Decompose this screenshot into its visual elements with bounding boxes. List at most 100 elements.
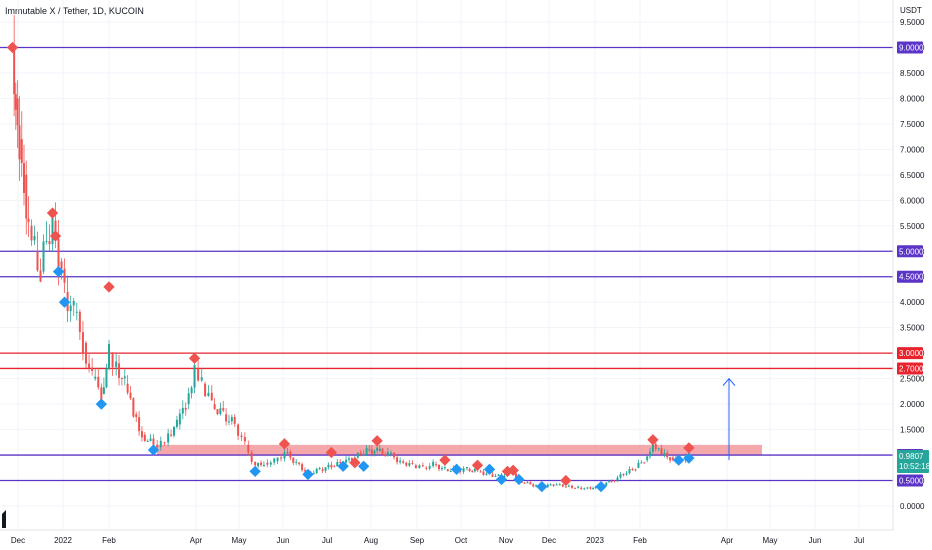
candle-body xyxy=(48,241,51,245)
candle-body xyxy=(118,363,121,378)
candle-body xyxy=(607,481,610,483)
candle-body xyxy=(414,465,417,469)
candle-body xyxy=(605,482,608,486)
time-tick-label: Jul xyxy=(854,536,864,545)
pivot-low-marker xyxy=(302,468,314,481)
level-price-tag xyxy=(897,474,923,487)
candle-body xyxy=(555,484,558,486)
level-price-label: 2.7000 xyxy=(899,364,924,373)
candle-body xyxy=(610,481,613,483)
candle-body xyxy=(140,431,143,438)
candle-body xyxy=(23,163,25,193)
candle-body xyxy=(348,458,350,460)
candle-body xyxy=(216,409,219,415)
price-tick-label: 3.5000 xyxy=(900,324,925,333)
candle-body xyxy=(473,468,476,472)
candle-body xyxy=(100,387,103,401)
candle-body xyxy=(283,452,286,459)
candle-body xyxy=(227,421,230,423)
candle-body xyxy=(156,444,159,448)
candle-body xyxy=(580,487,583,489)
candle-body xyxy=(132,398,135,417)
candle-body xyxy=(628,469,631,474)
time-tick-label: Jun xyxy=(809,536,822,545)
candle-body xyxy=(333,466,336,468)
candle-body xyxy=(197,368,200,381)
projection-arrow-head xyxy=(722,377,736,386)
candle-body xyxy=(482,471,485,475)
candle-body xyxy=(468,468,471,471)
candle-body xyxy=(479,471,482,473)
projection-arrow-layer xyxy=(722,377,736,461)
candle-body xyxy=(42,241,45,272)
candle-body xyxy=(163,442,166,444)
price-axis[interactable]: 9.5000 9.0000 8.5000 8.0000 7.5000 7.0000 6.50… xyxy=(892,0,931,530)
resistance-zone xyxy=(157,444,762,456)
candle-body xyxy=(193,365,196,388)
pivot-low-marker xyxy=(673,454,685,466)
pivot-high-marker xyxy=(439,454,451,466)
candle-body xyxy=(219,408,222,415)
candle-body xyxy=(571,485,573,488)
candle-body xyxy=(27,218,30,223)
candle-body xyxy=(301,464,304,471)
candle-body xyxy=(574,487,577,489)
candle-body xyxy=(561,484,564,487)
candle-body xyxy=(449,471,452,473)
candle-body xyxy=(637,462,640,468)
candle-body xyxy=(85,342,87,364)
candle-body xyxy=(138,417,141,432)
candle-body xyxy=(225,414,228,422)
time-tick-label: Aug xyxy=(364,536,378,545)
pivot-low-marker xyxy=(249,465,261,478)
candle-body xyxy=(494,475,497,477)
candle-body xyxy=(535,485,538,487)
candle-body xyxy=(240,435,243,437)
candle-body xyxy=(81,332,84,353)
candle-body xyxy=(72,300,75,306)
pivot-high-marker xyxy=(278,438,291,450)
candle-body xyxy=(57,238,60,277)
candle-body xyxy=(94,376,97,379)
candle-body xyxy=(393,452,395,458)
current-price-label: 0.9807 xyxy=(899,452,924,461)
pivot-high-marker xyxy=(683,442,695,454)
candle-body xyxy=(324,467,327,471)
candle-body xyxy=(60,261,63,269)
candle-body xyxy=(111,353,114,368)
candle-body xyxy=(428,466,431,469)
candles-layer xyxy=(13,15,690,491)
candle-body xyxy=(370,449,373,454)
candle-body xyxy=(594,486,597,489)
candle-body xyxy=(443,467,446,469)
pivot-low-marker xyxy=(536,480,548,493)
level-price-label: 4.5000 xyxy=(899,273,924,282)
time-axis[interactable]: Dec 2022 Feb Apr May Jun Jul Aug Sep Oct Nov Dec 202… xyxy=(0,529,893,545)
pivot-high-marker xyxy=(560,474,572,487)
candle-body xyxy=(378,448,381,451)
level-price-label: 9.0000 xyxy=(899,43,924,52)
candle-body xyxy=(330,464,333,468)
candle-body xyxy=(654,443,657,450)
candle-body xyxy=(651,441,654,452)
candle-body xyxy=(170,434,173,436)
time-tick-label: Apr xyxy=(190,536,203,545)
time-tick-label: Feb xyxy=(633,536,647,545)
price-tick-label: 0.0000 xyxy=(900,502,925,511)
pivot-low-marker xyxy=(483,463,496,475)
level-price-tag xyxy=(897,362,923,375)
candle-body xyxy=(471,470,474,472)
candle-body xyxy=(462,468,465,472)
candle-body xyxy=(592,488,595,490)
candle-body xyxy=(549,484,552,486)
candle-body xyxy=(312,472,315,474)
candle-body xyxy=(663,452,666,456)
pivot-high-marker xyxy=(349,457,361,469)
price-tick-label: 2.5000 xyxy=(900,375,925,384)
level-price-label: 3.0000 xyxy=(899,349,924,358)
pivot-low-marker xyxy=(147,444,160,456)
level-price-label: 5.0000 xyxy=(899,247,924,256)
candle-body xyxy=(20,139,23,164)
pivot-high-marker xyxy=(471,459,484,471)
